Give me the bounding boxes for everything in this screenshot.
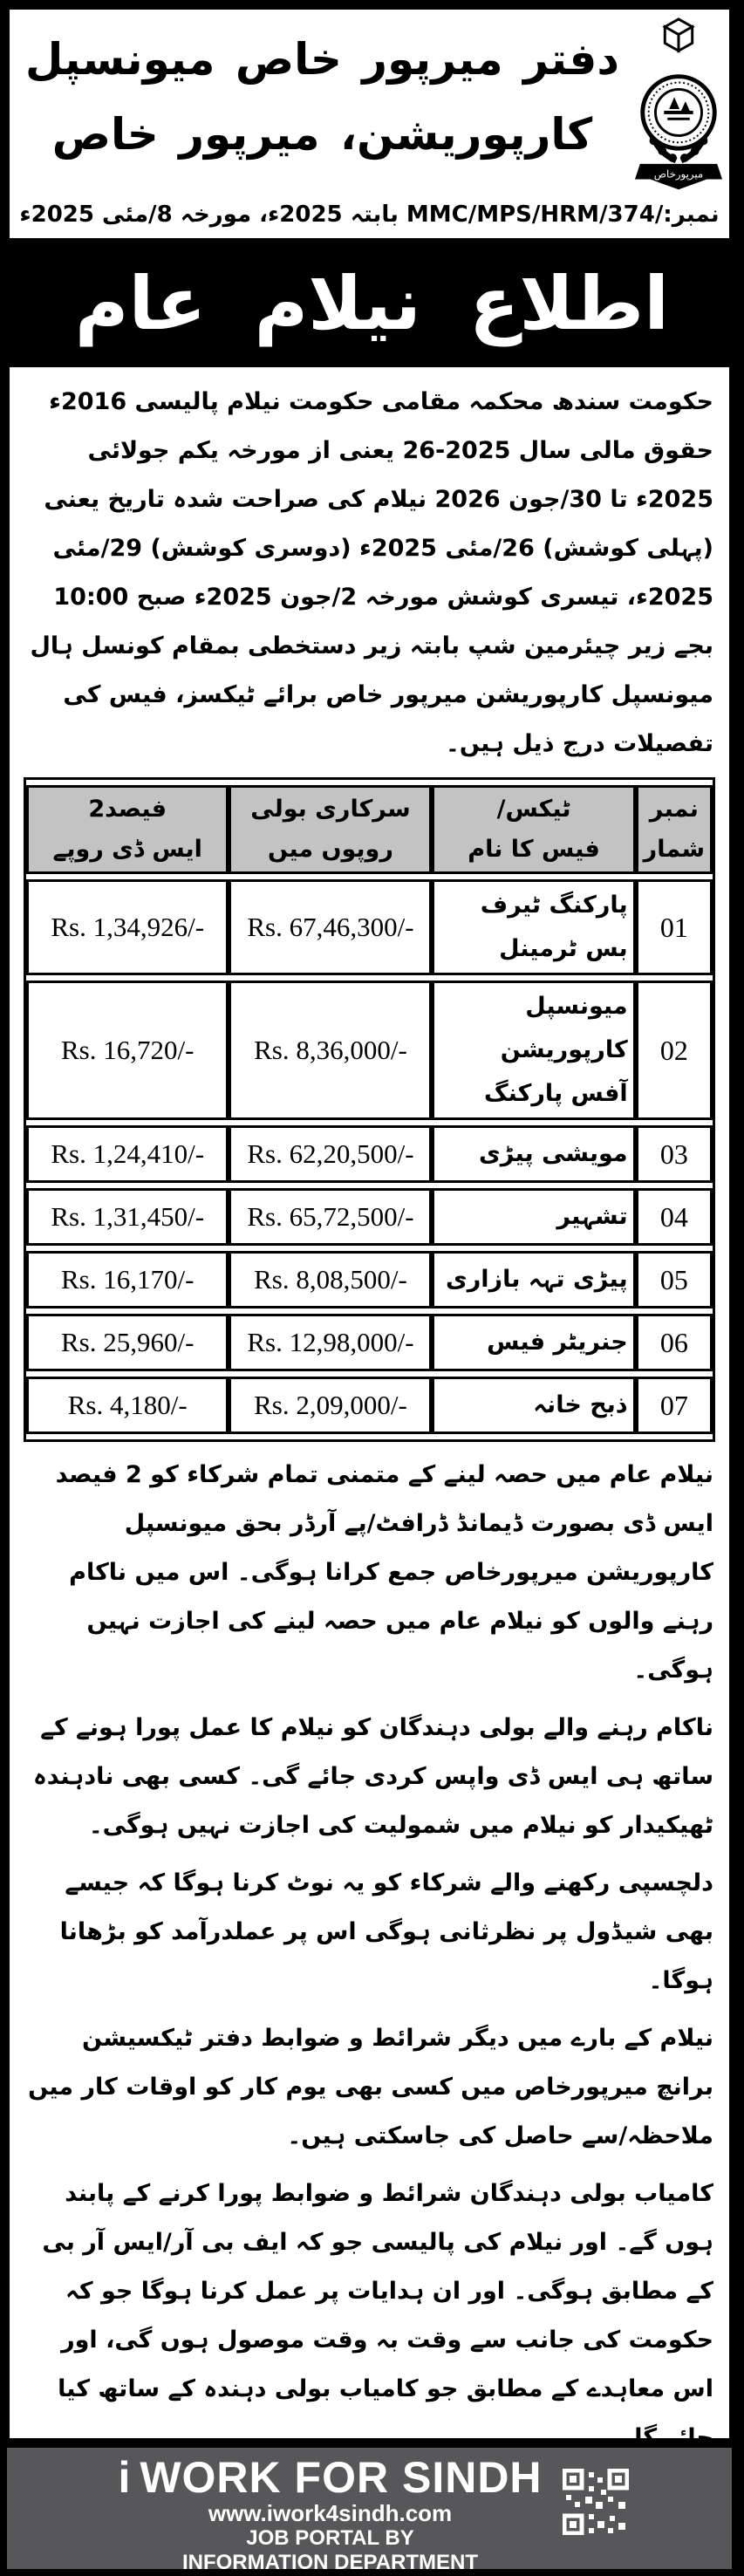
footer-brand-i: i [118, 2453, 132, 2502]
serial-cell: 05 [635, 1251, 713, 1308]
sd-amount-cell: Rs. 16,720/- [26, 981, 229, 1120]
col-header-sd-line2: ایس ڈی روپے [52, 836, 202, 863]
sd-amount-cell: Rs. 4,180/- [26, 1377, 229, 1434]
bid-amount-cell: Rs. 8,08,500/- [229, 1251, 433, 1308]
table-row: 01 پارکنگ ٹیرف بس ٹرمینل Rs. 67,46,300/-… [26, 879, 713, 975]
col-header-bid: سرکاری بولی روپوں میں [229, 785, 433, 874]
fee-name-cell: جنریٹر فیس [432, 1314, 636, 1371]
col-header-sd-line1: 2فیصد [88, 796, 167, 823]
header-box: دفتر میرپور خاص میونسپل کارپوریشن، میرپور… [7, 7, 732, 241]
notice-banner-title: اطلاع نیلام عام [74, 261, 670, 346]
intro-paragraph: حکومت سندھ محکمہ مقامی حکومت نیلام پالیس… [30, 388, 713, 757]
footer-text-block: i WORK FOR SINDH www.iwork4sindh.com JOB … [7, 2455, 653, 2575]
terms-paragraph: ناکام رہنے والے بولی دہندگان کو نیلام کا… [32, 1714, 713, 1839]
table-row: 02 میونسپل کارپوریشن آفس پارکنگ Rs. 8,36… [26, 981, 713, 1120]
fee-name-cell: پارکنگ ٹیرف بس ٹرمینل [432, 879, 636, 975]
reference-number-line: نمبر:/MMC/MPS/HRM/374 بابتہ 2025ء، مورخہ… [19, 202, 720, 228]
table-row: 04 تشہیر Rs. 65,72,500/- Rs. 1,31,450/- [26, 1188, 713, 1246]
sd-amount-cell: Rs. 1,31,450/- [26, 1188, 229, 1246]
terms-paragraph: دلچسپی رکھنے والے شرکاء کو یہ نوٹ کرنا ہ… [59, 1869, 713, 1994]
sd-amount-cell: Rs. 16,170/- [26, 1251, 229, 1308]
logo-banner-label: میرپورخاص [654, 168, 703, 181]
terms-paragraph: کامیاب بولی دہندگان شرائط و ضوابط پورا ک… [42, 2180, 713, 2441]
fee-name-cell: مویشی پیڑی [432, 1125, 636, 1183]
footer-portal-line1: JOB PORTAL BY [246, 2526, 414, 2550]
iworkforsindh-footer-banner: i WORK FOR SINDH www.iwork4sindh.com JOB … [7, 2448, 732, 2574]
terms-paragraph: نیلام کے بارے میں دیگر شرائط و ضوابط دفت… [28, 2025, 713, 2149]
table-row: 07 ذبح خانہ Rs. 2,09,000/- Rs. 4,180/- [26, 1377, 713, 1434]
serial-cell: 01 [635, 879, 713, 975]
office-title: دفتر میرپور خاص میونسپل کارپوریشن، میرپور… [18, 22, 626, 172]
fee-name-cell: میونسپل کارپوریشن آفس پارکنگ [432, 981, 636, 1120]
table-row: 03 مویشی پیڑی Rs. 62,20,500/- Rs. 1,24,4… [26, 1125, 713, 1183]
bid-amount-cell: Rs. 12,98,000/- [229, 1314, 433, 1371]
municipal-corporation-emblem-icon: میرپورخاص [634, 17, 723, 190]
sd-amount-cell: Rs. 1,24,410/- [26, 1125, 229, 1183]
qr-code-icon [563, 2469, 629, 2535]
fee-name-cell: پیڑی تہہ بازاری [432, 1251, 636, 1308]
sd-amount-cell: Rs. 1,34,926/- [26, 879, 229, 975]
serial-cell: 04 [635, 1188, 713, 1246]
footer-portal-line2: INFORMATION DEPARTMENT [181, 2551, 479, 2574]
bid-amount-cell: Rs. 8,36,000/- [229, 981, 433, 1120]
serial-cell: 06 [635, 1314, 713, 1371]
office-title-line1: دفتر میرپور خاص میونسپل [25, 34, 619, 85]
footer-website-url: www.iwork4sindh.com [208, 2500, 453, 2526]
footer-brand-title: i WORK FOR SINDH [7, 2455, 653, 2500]
office-title-line2: کارپوریشن، میرپور خاص [51, 109, 593, 160]
table-header-row: نمبر شمار ٹیکس/ فیس کا نام سرکاری بولی ر… [26, 785, 713, 874]
bid-amount-cell: Rs. 2,09,000/- [229, 1377, 433, 1434]
table-row: 06 جنریٹر فیس Rs. 12,98,000/- Rs. 25,960… [26, 1314, 713, 1371]
fee-name-cell: تشہیر [432, 1188, 636, 1246]
notice-body: حکومت سندھ محکمہ مقامی حکومت نیلام پالیس… [7, 365, 732, 2441]
fees-table: نمبر شمار ٹیکس/ فیس کا نام سرکاری بولی ر… [24, 777, 715, 1442]
col-header-fee-name: ٹیکس/ فیس کا نام [432, 785, 636, 874]
bid-amount-cell: Rs. 65,72,500/- [229, 1188, 433, 1246]
serial-cell: 02 [635, 981, 713, 1120]
fee-name-cell: ذبح خانہ [432, 1377, 636, 1434]
col-header-sd: 2فیصد ایس ڈی روپے [26, 785, 229, 874]
sd-amount-cell: Rs. 25,960/- [26, 1314, 229, 1371]
terms-paragraph: نیلام عام میں حصہ لینے کے متمنی تمام شرک… [55, 1461, 713, 1684]
serial-cell: 03 [635, 1125, 713, 1183]
serial-cell: 07 [635, 1377, 713, 1434]
table-row: 05 پیڑی تہہ بازاری Rs. 8,08,500/- Rs. 16… [26, 1251, 713, 1308]
footer-brand-text: WORK FOR SINDH [140, 2453, 543, 2502]
bid-amount-cell: Rs. 67,46,300/- [229, 879, 433, 975]
bid-amount-cell: Rs. 62,20,500/- [229, 1125, 433, 1183]
col-header-serial: نمبر شمار [635, 785, 713, 874]
